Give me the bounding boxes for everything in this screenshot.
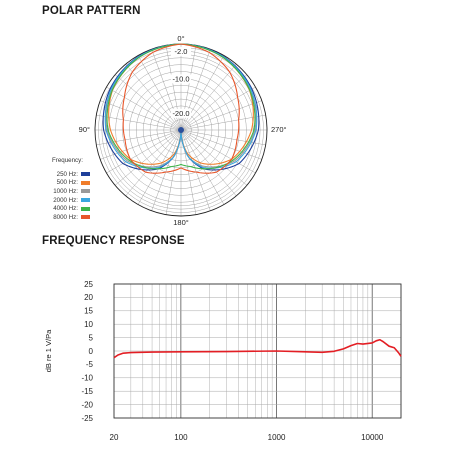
polar-angle-label: 270° [271,125,287,134]
polar-spoke [96,114,182,131]
polar-spoke [180,114,266,131]
freq-ytick-label: 10 [84,320,93,329]
freq-ytick-label: 0 [89,347,94,356]
legend-item-1000: 1000 Hz: [52,187,90,196]
polar-angle-label: 90° [79,125,90,134]
polar-spoke [180,74,248,131]
polar-ring [108,57,254,203]
legend-item-2000: 2000 Hz: [52,196,90,205]
polar-spoke [180,129,248,186]
polar-radial-label-bg [171,46,191,56]
legend-label: 500 Hz: [56,179,78,187]
freq-ytick-label: 5 [89,333,94,342]
polar-spoke [180,86,256,131]
freq-ytick-label: -25 [81,414,93,423]
polar-spoke [100,129,182,160]
legend-item-8000: 8000 Hz: [52,213,90,222]
legend-item-500: 500 Hz: [52,179,90,188]
legend-swatch [81,198,90,203]
polar-spoke [106,86,182,131]
legend-label: 2000 Hz: [53,196,78,204]
polar-spoke [180,129,262,160]
polar-ring [122,71,240,189]
polar-ring [149,98,213,162]
polar-spoke [114,129,182,186]
polar-ring [156,105,206,155]
freq-xtick-label: 1000 [268,433,286,442]
polar-spoke [180,129,237,197]
polar-spoke [106,129,182,174]
polar-spoke [114,74,182,131]
polar-radial-label-bg [171,108,191,118]
polar-radial-label: -10.0 [172,74,189,83]
freq-ytick-label: -5 [86,360,94,369]
freq-ytick-label: 20 [84,293,93,302]
legend-label: 250 Hz: [56,170,78,178]
freq-response-line [113,338,402,359]
polar-spoke [100,100,182,131]
polar-series-8000hz [122,43,240,174]
freq-xtick-label: 20 [110,433,119,442]
legend-label: 1000 Hz: [53,187,78,195]
polar-radial-label: -20.0 [172,109,189,118]
legend-item-4000: 4000 Hz: [52,204,90,213]
legend-heading: Frequency: [52,157,83,164]
legend-swatch [81,172,90,177]
polar-spoke [125,63,182,131]
legend-label: 8000 Hz: [53,213,78,221]
polar-spoke [180,100,262,131]
polar-ring [170,119,192,141]
freq-ytick-label: -15 [81,387,93,396]
frequency-response-title: FREQUENCY RESPONSE [42,235,185,247]
polar-series-4000hz [106,43,256,170]
freq-xtick-label: 100 [174,433,188,442]
freq-xtick-label: 10000 [361,433,384,442]
legend-swatch [81,189,90,194]
polar-spoke [180,129,256,174]
freq-ytick-label: 15 [84,307,93,316]
freq-ylabel: dB re 1 V/Pa [44,329,53,372]
polar-angle-label: 0° [177,34,184,43]
polar-ring [136,85,226,175]
polar-spoke [151,129,182,211]
polar-angle-label: 180° [173,218,189,227]
freq-ytick-label: -10 [81,374,93,383]
polar-radial-label: -2.0 [175,47,188,56]
freq-plot-frame [113,283,402,419]
freq-ytick-label: -20 [81,400,93,409]
legend-swatch [81,206,90,211]
microphone-center-icon [178,127,184,133]
polar-radial-label-bg [171,74,191,84]
legend-swatch [81,215,90,220]
polar-grid [94,43,268,217]
legend-swatch [81,180,90,185]
polar-ring [115,64,247,196]
polar-spoke [180,129,211,211]
legend-label: 4000 Hz: [53,205,78,213]
legend-item-250: 250 Hz: [52,170,90,179]
polar-legend: Frequency: 250 Hz: 500 Hz: 1000 Hz: 2000… [52,157,90,222]
polar-pattern-title: POLAR PATTERN [42,5,141,17]
polar-spoke [125,129,182,197]
freq-ytick-label: 25 [84,280,93,289]
polar-spoke [180,63,237,131]
